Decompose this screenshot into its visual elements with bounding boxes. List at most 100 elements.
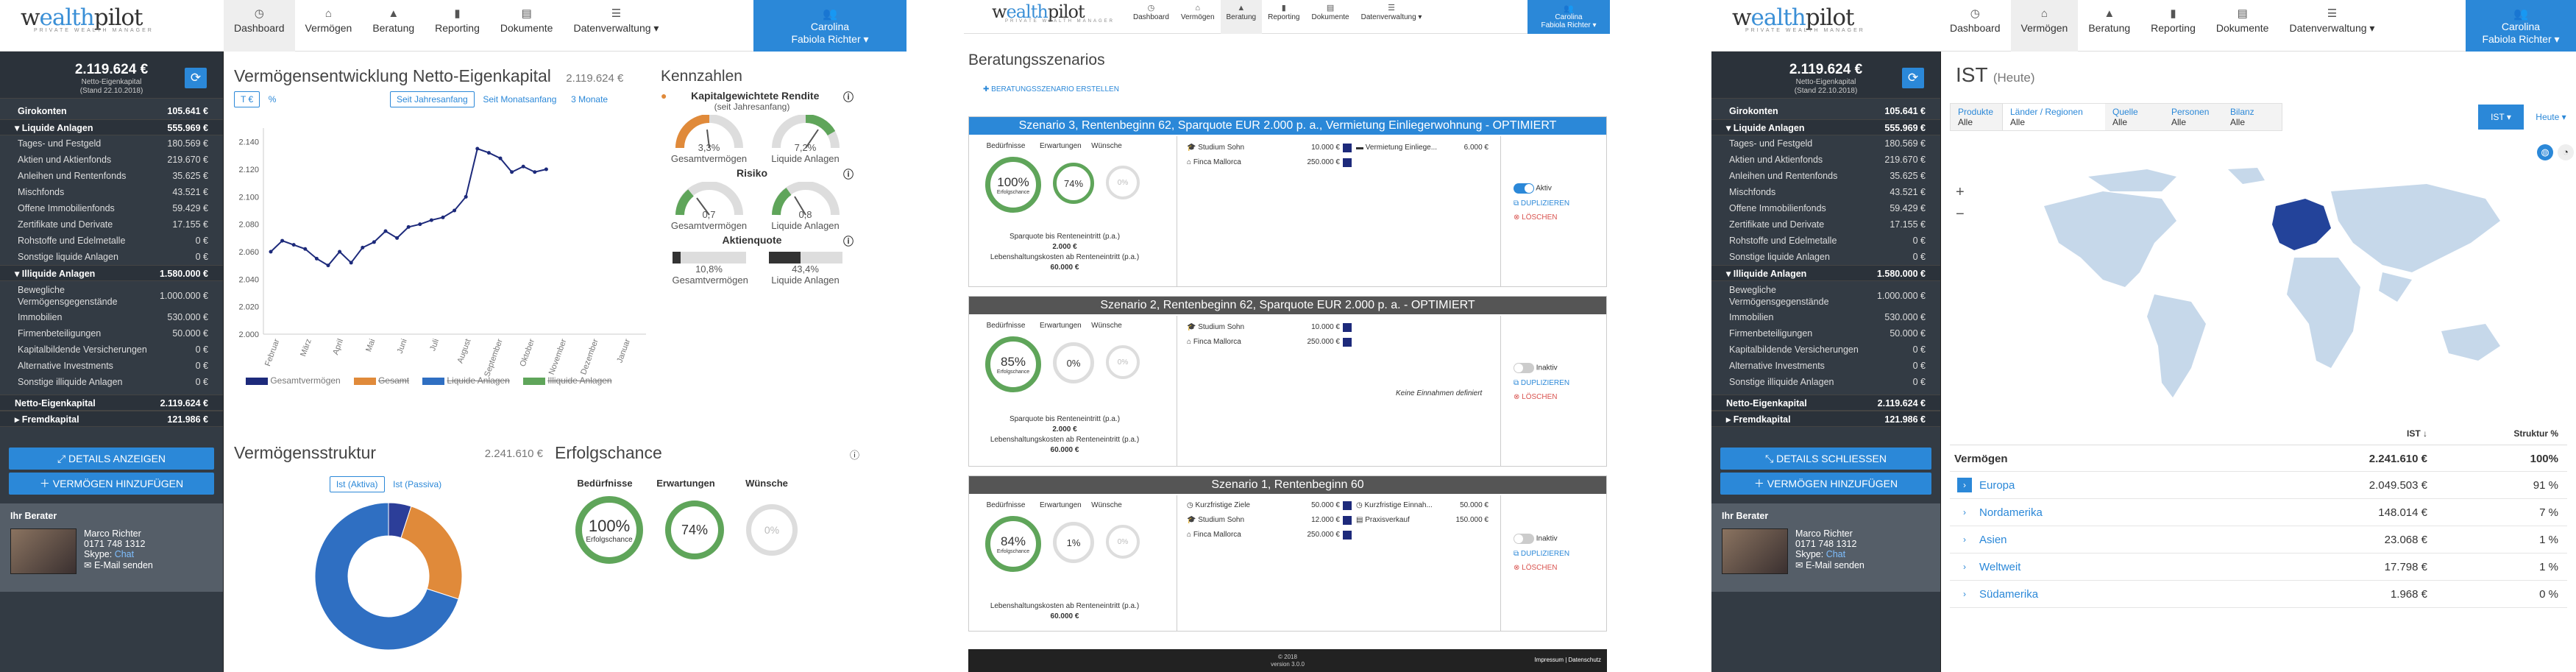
- struct-passiva-button[interactable]: Ist (Passiva): [393, 479, 442, 489]
- logo[interactable]: wealthpilot PRIVATE WEALTH MANAGER: [992, 1, 1115, 24]
- logo[interactable]: wealthpilot PRIVATE WEALTH MANAGER: [21, 4, 154, 33]
- delete-button[interactable]: ⊗ LÖSCHEN: [1514, 393, 1558, 401]
- email-link[interactable]: ✉ E-Mail senden: [84, 560, 153, 570]
- nav-datenverwaltung[interactable]: ☰ Datenverwaltung ▾: [1360, 4, 1422, 21]
- expand-icon[interactable]: ›: [1963, 562, 1966, 572]
- details-button[interactable]: ⤢ DETAILS ANZEIGEN: [9, 448, 214, 470]
- nav-beratung[interactable]: ▲ Beratung: [2088, 7, 2131, 34]
- refresh-icon[interactable]: ⟳: [185, 68, 207, 88]
- row-liquide[interactable]: ▾ Liquide Anlagen 555.969 €: [1711, 119, 1940, 135]
- database-icon: ☰: [2327, 7, 2338, 20]
- active-toggle[interactable]: [1514, 363, 1534, 373]
- details-close-button[interactable]: ⤡ DETAILS SCHLIESSEN: [1720, 448, 1931, 470]
- duplicate-button[interactable]: ⧉ DUPLIZIEREN: [1514, 199, 1570, 208]
- struct-aktiva-button[interactable]: Ist (Aktiva): [329, 476, 385, 492]
- nav-beratung[interactable]: ▲ Beratung: [1220, 0, 1263, 34]
- skype-chat-link[interactable]: Chat: [1825, 549, 1846, 559]
- map-europe[interactable]: [2272, 199, 2331, 250]
- date-select[interactable]: Heute ▾: [2536, 112, 2566, 122]
- add-asset-button[interactable]: ＋ VERMÖGEN HINZUFÜGEN: [1720, 473, 1931, 495]
- list-item: Tages- und Festgeld 180.569 €: [1729, 138, 1926, 149]
- logo[interactable]: wealthpilot PRIVATE WEALTH MANAGER: [1732, 4, 1865, 33]
- zoom-out-icon[interactable]: −: [1956, 206, 1965, 222]
- pie-slice[interactable]: [400, 506, 463, 600]
- erfolgschance-panel: Erfolgschance ⓘ Bedürfnisse Erwartungen Wün…: [555, 443, 864, 564]
- legend-item[interactable]: Illiquide Anlagen: [522, 375, 612, 386]
- sort-ist-header[interactable]: IST ↓: [2406, 428, 2427, 439]
- row-girokonten[interactable]: Girokonten 105.641 €: [1729, 106, 1926, 116]
- duplicate-button[interactable]: ⧉ DUPLIZIEREN: [1514, 550, 1570, 558]
- new-scenario-button[interactable]: ✚ BERATUNGSSZENARIO ERSTELLEN: [983, 85, 1119, 93]
- pie-view-icon[interactable]: ◔: [2558, 144, 2574, 160]
- info-icon[interactable]: ⓘ: [849, 450, 859, 461]
- user-menu[interactable]: 👥 Carolina Fabiola Richter ▾: [1527, 0, 1610, 34]
- legend-item[interactable]: Liquide Anlagen: [422, 375, 510, 386]
- footer-links[interactable]: Impressum | Datenschutz: [1534, 657, 1601, 663]
- scenario-card: Szenario 3, Rentenbeginn 62, Sparquote E…: [968, 116, 1607, 287]
- nav-reporting[interactable]: ▮ Reporting: [2151, 7, 2196, 34]
- delete-button[interactable]: ⊗ LÖSCHEN: [1514, 213, 1558, 222]
- row-illiquide[interactable]: ▾ Illiquide Anlagen 1.580.000 €: [0, 265, 223, 281]
- legend-item[interactable]: Gesamtvermögen: [246, 375, 341, 386]
- filter-produkte[interactable]: Produkte Alle: [1958, 107, 1994, 127]
- nav-dokumente[interactable]: ▤ Dokumente: [1311, 4, 1349, 21]
- zoom-in-icon[interactable]: +: [1956, 184, 1965, 200]
- info-icon[interactable]: ⓘ: [843, 236, 854, 247]
- nav-dokumente[interactable]: ▤ Dokumente: [500, 7, 553, 34]
- user-menu[interactable]: 👥 Carolina Fabiola Richter ▾: [753, 0, 906, 52]
- nav-vermoegen[interactable]: ⌂ Vermögen: [305, 7, 352, 34]
- sidebar-total: 2.119.624 € Netto-Eigenkapital (Stand 22…: [0, 52, 223, 99]
- filter-quelle[interactable]: Quelle Alle: [2112, 107, 2138, 127]
- unit-percent-button[interactable]: %: [268, 94, 277, 105]
- data-point: [498, 156, 503, 160]
- row-fremdkapital[interactable]: ▸ Fremdkapital 121.986 €: [0, 411, 223, 427]
- info-icon[interactable]: ⓘ: [843, 169, 854, 180]
- map-view-icon[interactable]: ◍: [2537, 144, 2553, 160]
- nav-beratung[interactable]: ▲ Beratung: [372, 7, 415, 34]
- row-fremdkapital[interactable]: ▸ Fremdkapital 121.986 €: [1711, 411, 1940, 427]
- nav-dashboard[interactable]: ◷ Dashboard: [1950, 7, 2001, 34]
- duplicate-button[interactable]: ⧉ DUPLIZIEREN: [1514, 379, 1570, 387]
- nav-datenverwaltung[interactable]: ☰ Datenverwaltung ▾: [573, 7, 659, 34]
- dashboard-screen: wealthpilot PRIVATE WEALTH MANAGER ◷ Dashb…: [0, 0, 906, 672]
- user-menu[interactable]: 👥 Carolina Fabiola Richter ▾: [2466, 0, 2576, 52]
- nav-datenverwaltung[interactable]: ☰ Datenverwaltung ▾: [2289, 7, 2375, 34]
- mode-select[interactable]: IST ▾: [2478, 105, 2524, 130]
- expand-icon[interactable]: ›: [1963, 589, 1966, 599]
- nav-vermoegen[interactable]: ⌂ Vermögen: [2010, 0, 2079, 52]
- active-toggle[interactable]: [1514, 183, 1534, 194]
- table-row[interactable]: › Südamerika 1.968 €0 %: [1950, 581, 2567, 608]
- refresh-icon[interactable]: ⟳: [1902, 68, 1924, 88]
- nav-vermoegen[interactable]: ⌂ Vermögen: [1180, 4, 1215, 21]
- unit-teur-button[interactable]: T €: [234, 91, 260, 107]
- nav-dashboard[interactable]: ◷ Dashboard: [1133, 4, 1169, 21]
- range-3m-button[interactable]: 3 Monate: [571, 94, 608, 105]
- legend-item[interactable]: Gesamt: [353, 375, 409, 386]
- pie-slice[interactable]: [314, 502, 459, 651]
- expand-icon[interactable]: ›: [1963, 534, 1966, 545]
- expand-icon[interactable]: ›: [1957, 478, 1972, 492]
- filter-personen[interactable]: Personen Alle: [2171, 107, 2210, 127]
- info-icon[interactable]: ⓘ: [843, 91, 854, 103]
- email-link[interactable]: ✉ E-Mail senden: [1795, 560, 1864, 570]
- skype-chat-link[interactable]: Chat: [114, 549, 135, 559]
- range-ytd-button[interactable]: Seit Jahresanfang: [390, 91, 475, 107]
- filter-bilanz[interactable]: Bilanz Alle: [2230, 107, 2254, 127]
- nav-reporting[interactable]: ▮ Reporting: [1268, 4, 1300, 21]
- row-liquide[interactable]: ▾ Liquide Anlagen 555.969 €: [0, 119, 223, 135]
- nav-dashboard[interactable]: ◷ Dashboard: [224, 0, 295, 52]
- table-row[interactable]: › Europa 2.049.503 €91 %: [1950, 472, 2567, 499]
- table-row[interactable]: › Weltweit 17.798 €1 %: [1950, 553, 2567, 581]
- row-girokonten[interactable]: Girokonten 105.641 €: [18, 106, 208, 116]
- table-row[interactable]: › Nordamerika 148.014 €7 %: [1950, 499, 2567, 526]
- row-illiquide[interactable]: ▾ Illiquide Anlagen 1.580.000 €: [1711, 265, 1940, 281]
- active-toggle[interactable]: [1514, 534, 1534, 544]
- range-mtd-button[interactable]: Seit Monatsanfang: [483, 94, 557, 105]
- table-row[interactable]: › Asien 23.068 €1 %: [1950, 526, 2567, 553]
- nav-reporting[interactable]: ▮ Reporting: [435, 7, 480, 34]
- nav-dokumente[interactable]: ▤ Dokumente: [2215, 7, 2269, 34]
- add-asset-button[interactable]: ＋ VERMÖGEN HINZUFÜGEN: [9, 473, 214, 495]
- expand-icon[interactable]: ›: [1963, 507, 1966, 517]
- delete-button[interactable]: ⊗ LÖSCHEN: [1514, 564, 1558, 572]
- filter-laender[interactable]: Länder / Regionen Alle: [2002, 104, 2105, 130]
